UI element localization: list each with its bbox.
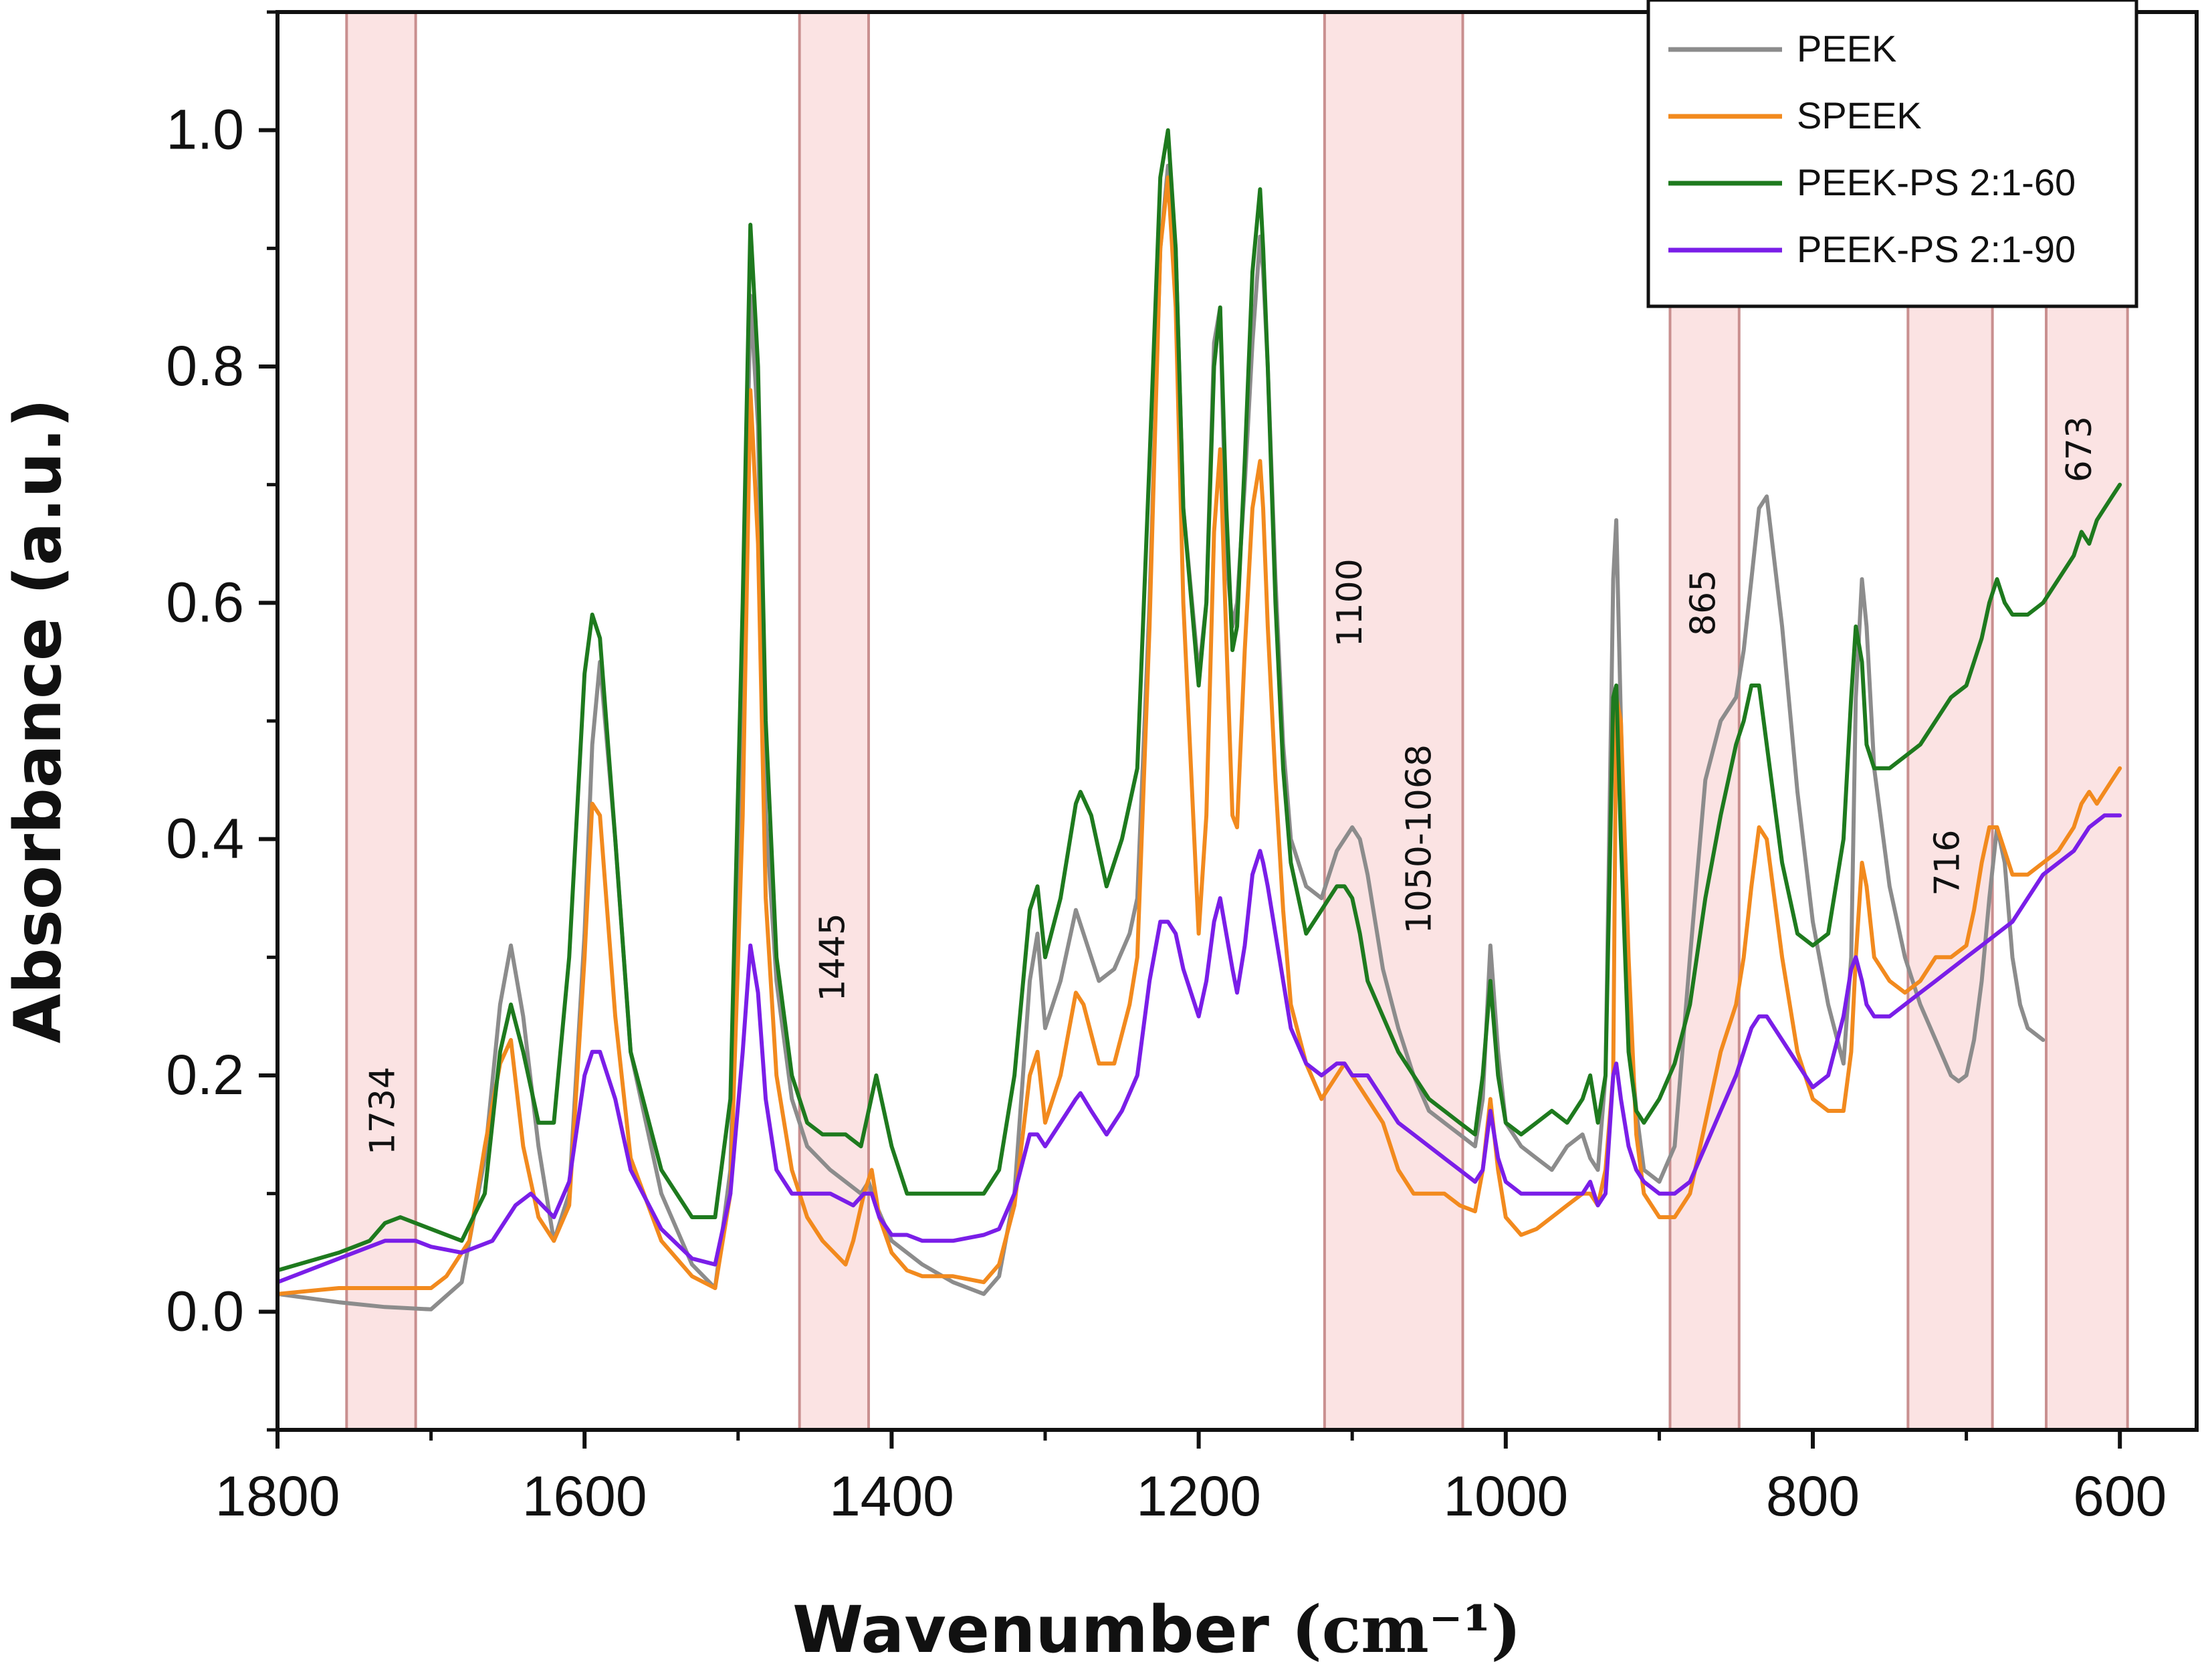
y-tick-label: 0.2 xyxy=(166,1043,244,1106)
band-label-1100: 1100 xyxy=(1330,558,1370,647)
y-tick-label: 0.6 xyxy=(166,570,244,633)
axes: 1800 1600 1400 1200 1000 800 600 0.0 0.2 0.4 0.6 0.… xyxy=(166,10,2167,1528)
band-labels: 1734 1445 1100 1050-1068 865 716 673 xyxy=(363,416,2100,1155)
x-tick-label: 600 xyxy=(2073,1465,2167,1528)
legend-label-peek-ps-2-1-90: PEEK-PS 2:1-90 xyxy=(1797,228,2076,270)
series-line-peek-ps-2-1-90 xyxy=(275,813,2122,1285)
x-tick-label: 800 xyxy=(1766,1465,1860,1528)
y-tick-label: 0.0 xyxy=(166,1279,244,1342)
legend-label-peek-ps-2-1-60: PEEK-PS 2:1-60 xyxy=(1797,161,2076,203)
y-tick-label: 0.4 xyxy=(166,807,244,870)
x-tick-label: 1800 xyxy=(215,1465,340,1528)
y-axis-title: Absorbance (a.u.) xyxy=(1,399,76,1044)
x-tick-label: 1000 xyxy=(1443,1465,1568,1528)
x-axis-title-unit: (cm⁻¹) xyxy=(1291,1592,1521,1667)
x-tick-label: 1400 xyxy=(829,1465,954,1528)
band-label-865: 865 xyxy=(1683,570,1723,636)
series-lines xyxy=(275,128,2122,1311)
x-tick-label: 1200 xyxy=(1136,1465,1261,1528)
series-line-speek xyxy=(275,175,2122,1296)
x-axis-title-text: Wavenumber xyxy=(792,1592,1269,1667)
y-tick-label: 0.8 xyxy=(166,334,244,397)
y-tick-label: 1.0 xyxy=(166,98,244,161)
highlight-band-1734 xyxy=(345,11,417,1431)
legend-label-speek: SPEEK xyxy=(1797,94,1922,136)
legend: PEEK SPEEK PEEK-PS 2:1-60 PEEK-PS 2:1-90 xyxy=(1646,0,2138,308)
band-label-1445: 1445 xyxy=(812,913,853,1001)
x-tick-label: 1600 xyxy=(522,1465,647,1528)
series-line-peek-ps-2-1-60 xyxy=(275,128,2122,1273)
legend-label-peek: PEEK xyxy=(1797,27,1896,70)
series-line-peek xyxy=(275,163,2046,1311)
band-label-1734: 1734 xyxy=(363,1067,403,1155)
band-label-716: 716 xyxy=(1927,829,1967,896)
highlight-band-1100 xyxy=(1323,11,1464,1431)
x-axis-title: Wavenumber (cm⁻¹) xyxy=(792,1592,1521,1667)
band-label-1050-1068: 1050-1068 xyxy=(1400,744,1440,934)
band-label-673: 673 xyxy=(2060,416,2100,482)
